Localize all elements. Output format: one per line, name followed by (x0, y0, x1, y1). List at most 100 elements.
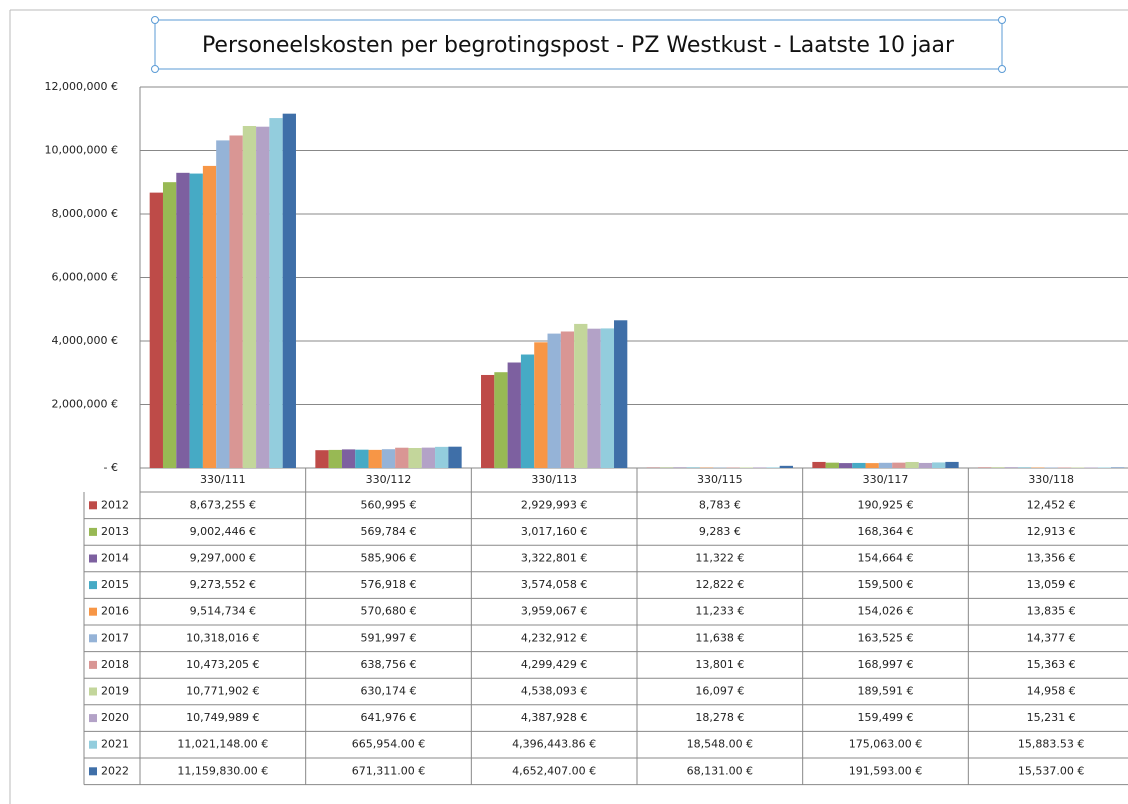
y-tick-label: 10,000,000 € (45, 144, 118, 157)
bar (918, 462, 933, 468)
table-cell: 9,514,734 € (190, 605, 256, 618)
y-tick-label: - € (104, 461, 118, 474)
table-cell: 10,749,989 € (186, 711, 259, 724)
table-cell: 4,232,912 € (521, 631, 587, 644)
table-cell: 4,299,429 € (521, 658, 587, 671)
title-box[interactable] (154, 19, 1003, 70)
legend-swatch (89, 660, 97, 669)
table-cell: 585,906 € (361, 552, 417, 565)
handle (151, 16, 159, 24)
table-cell: 175,063.00 € (849, 738, 922, 751)
bar (408, 447, 422, 468)
bar (614, 320, 628, 468)
bar (368, 449, 382, 468)
table-cell: 3,017,160 € (521, 525, 587, 538)
legend-label: 2022 (101, 764, 129, 777)
bar (149, 192, 163, 469)
table-cell: 11,159,830.00 € (177, 764, 268, 777)
bar (395, 447, 409, 468)
table-cell: 15,363 € (1027, 658, 1076, 671)
table-cell: 154,664 € (858, 552, 914, 565)
x-tick-label: 330/112 (366, 473, 412, 486)
y-tick-label: 12,000,000 € (45, 80, 118, 93)
table-cell: 4,538,093 € (521, 685, 587, 698)
table-cell: 11,233 € (695, 605, 744, 618)
bar (878, 462, 893, 468)
bar (812, 461, 826, 468)
bar (753, 467, 767, 468)
bar (779, 465, 793, 468)
table-cell: 3,959,067 € (521, 605, 587, 618)
table-cell: 9,273,552 € (190, 578, 256, 591)
bar (534, 342, 548, 468)
table-cell: 8,783 € (699, 498, 741, 511)
x-tick-label: 330/118 (1028, 473, 1074, 486)
bar (587, 328, 601, 468)
y-tick-label: 4,000,000 € (52, 334, 118, 347)
legend-label: 2019 (101, 685, 129, 698)
table-cell: 10,771,902 € (186, 685, 259, 698)
table-cell: 12,913 € (1027, 525, 1076, 538)
table-cell: 14,377 € (1027, 631, 1076, 644)
bar (242, 125, 257, 468)
table-cell: 576,918 € (361, 578, 417, 591)
legend-swatch (89, 527, 97, 536)
table-cell: 13,059 € (1027, 578, 1076, 591)
table-cell: 10,473,205 € (186, 658, 259, 671)
bar (766, 467, 780, 468)
table-cell: 154,026 € (858, 605, 914, 618)
table-cell: 18,548.00 € (687, 738, 753, 751)
bar (520, 354, 535, 468)
bar (560, 331, 575, 468)
table-cell: 18,278 € (695, 711, 744, 724)
bar (202, 165, 217, 468)
table-cell: 11,322 € (695, 552, 744, 565)
table-cell: 10,318,016 € (186, 631, 259, 644)
legend-swatch (89, 501, 97, 510)
bar (229, 135, 243, 468)
bar (355, 449, 369, 468)
bar (945, 461, 959, 468)
legend-label: 2016 (101, 605, 129, 618)
table-cell: 16,097 € (695, 685, 744, 698)
bar (269, 118, 283, 468)
y-tick-label: 8,000,000 € (52, 207, 118, 220)
table-cell: 641,976 € (361, 711, 417, 724)
table-cell: 3,574,058 € (521, 578, 587, 591)
table-cell: 9,002,446 € (190, 525, 256, 538)
bar (507, 362, 521, 468)
legend-swatch (89, 687, 97, 696)
bar (341, 449, 356, 468)
y-tick-label: 6,000,000 € (52, 271, 118, 284)
chart-title: Personeelskosten per begrotingspost - PZ… (202, 33, 955, 58)
bar (256, 126, 270, 468)
bar (1097, 467, 1112, 468)
table-cell: 13,835 € (1027, 605, 1076, 618)
table-cell: 9,297,000 € (190, 552, 256, 565)
handle (151, 65, 159, 73)
table-cell: 168,997 € (858, 658, 914, 671)
table-cell: 4,387,928 € (521, 711, 587, 724)
table-cell: 68,131.00 € (687, 764, 753, 777)
handle (998, 65, 1006, 73)
x-tick-label: 330/111 (200, 473, 246, 486)
legend-swatch (89, 581, 97, 590)
table-cell: 4,396,443.86 € (512, 738, 596, 751)
bar (481, 374, 495, 468)
bar (176, 172, 190, 468)
table-cell: 3,322,801 € (521, 552, 587, 565)
bar (825, 462, 839, 468)
bar (739, 467, 754, 468)
table-cell: 11,021,148.00 € (177, 738, 268, 751)
bar (328, 449, 342, 468)
legend-swatch (89, 714, 97, 723)
handles (151, 16, 1006, 73)
bar (189, 173, 203, 468)
table-cell: 570,680 € (361, 605, 417, 618)
table-cell: 12,822 € (695, 578, 744, 591)
handle (998, 16, 1006, 24)
bar (574, 323, 588, 468)
table-cell: 14,958 € (1027, 685, 1076, 698)
x-tick-label: 330/115 (697, 473, 743, 486)
